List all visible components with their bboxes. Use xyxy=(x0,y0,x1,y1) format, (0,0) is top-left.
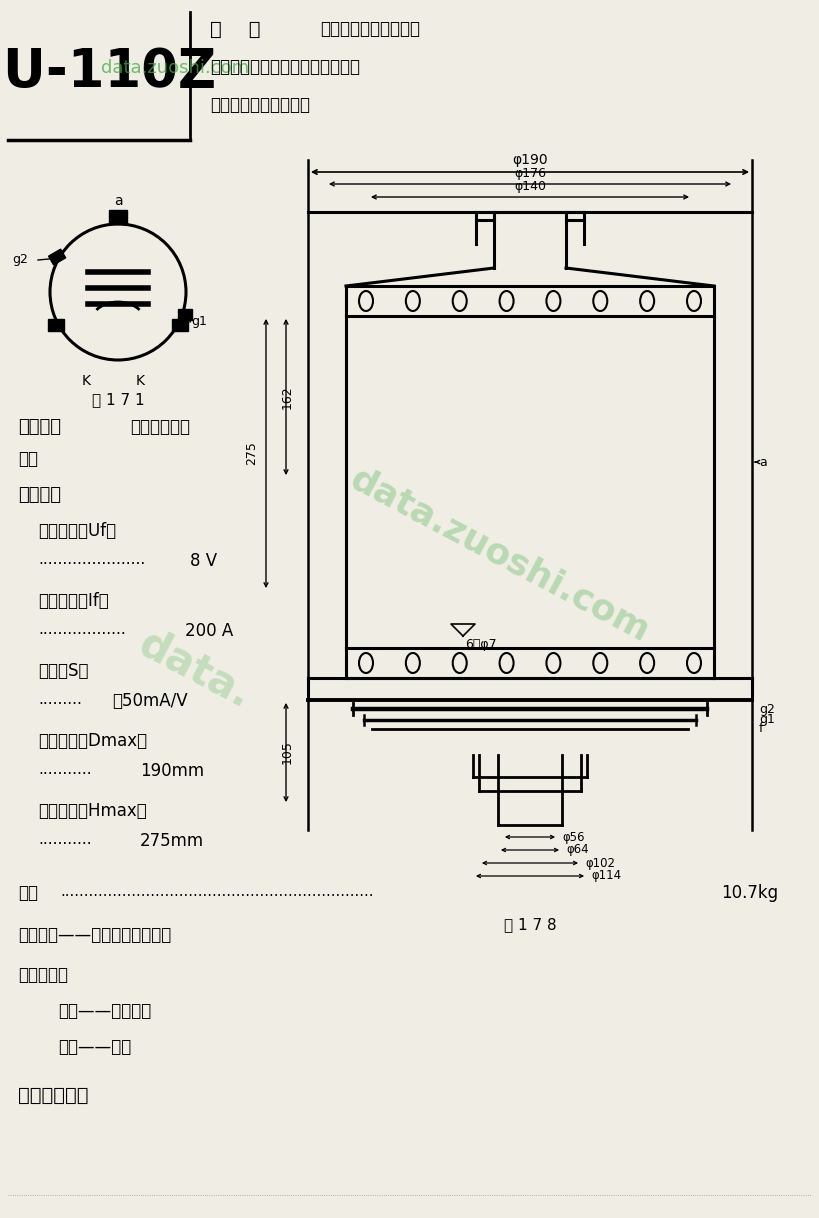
Ellipse shape xyxy=(359,291,373,311)
Bar xyxy=(48,250,66,264)
Text: 单边带发信机: 单边带发信机 xyxy=(130,418,190,436)
Ellipse shape xyxy=(452,291,466,311)
Text: ...........: ........... xyxy=(38,762,92,777)
Text: 基本数据: 基本数据 xyxy=(18,486,61,504)
Text: 190mm: 190mm xyxy=(140,762,204,780)
Text: 安装位置——直立、阳极在下。: 安装位置——直立、阳极在下。 xyxy=(18,926,171,944)
Text: g2: g2 xyxy=(758,703,774,715)
Text: a: a xyxy=(758,456,766,469)
Text: 8 V: 8 V xyxy=(190,552,217,570)
Text: K: K xyxy=(135,374,144,389)
Text: .........: ......... xyxy=(38,692,82,706)
Text: φ56: φ56 xyxy=(561,831,584,844)
Text: 主要用途: 主要用途 xyxy=(18,418,61,436)
Text: 162: 162 xyxy=(281,385,294,409)
Ellipse shape xyxy=(545,653,559,674)
Text: 芜柱——风冷: 芜柱——风冷 xyxy=(58,1038,131,1056)
Text: K: K xyxy=(81,374,90,389)
Ellipse shape xyxy=(640,291,654,311)
Text: 极限运用数据: 极限运用数据 xyxy=(18,1086,88,1105)
Ellipse shape xyxy=(686,653,700,674)
Ellipse shape xyxy=(452,653,466,674)
Text: 图 1 7 8: 图 1 7 8 xyxy=(503,917,555,932)
Text: 275mm: 275mm xyxy=(140,832,204,850)
Text: 灯丝电压（Uf）: 灯丝电压（Uf） xyxy=(38,523,116,540)
Bar xyxy=(178,309,192,320)
Ellipse shape xyxy=(545,291,559,311)
Text: 类    型: 类 型 xyxy=(210,19,260,39)
Text: ...........: ........... xyxy=(38,832,92,847)
Text: data.zuoshi.com: data.zuoshi.com xyxy=(101,58,249,77)
Text: φ102: φ102 xyxy=(584,856,614,870)
Text: 200 A: 200 A xyxy=(185,622,233,639)
Text: a: a xyxy=(114,194,122,208)
Ellipse shape xyxy=(593,291,607,311)
Ellipse shape xyxy=(686,291,700,311)
Text: 跷导（S）: 跷导（S） xyxy=(38,663,88,680)
Text: φ176: φ176 xyxy=(514,167,545,180)
Text: data.: data. xyxy=(131,622,258,717)
Text: 10.7kg: 10.7kg xyxy=(720,884,777,903)
Text: 直热式碳化馒鹨网状阴: 直热式碳化馒鹨网状阴 xyxy=(319,19,419,38)
Ellipse shape xyxy=(405,653,419,674)
Text: 阳极金属陶瓷四极管。: 阳极金属陶瓷四极管。 xyxy=(210,96,310,114)
Ellipse shape xyxy=(593,653,607,674)
Text: φ64: φ64 xyxy=(565,844,588,856)
Text: ..................................................................: ........................................… xyxy=(60,884,373,899)
Text: g2: g2 xyxy=(12,253,28,267)
Text: FU-110Z: FU-110Z xyxy=(0,46,216,97)
Bar xyxy=(172,319,188,331)
Text: data.zuoshi.com: data.zuoshi.com xyxy=(344,462,654,648)
Ellipse shape xyxy=(499,653,513,674)
Text: g1: g1 xyxy=(191,315,206,329)
Text: f: f xyxy=(758,722,762,736)
Text: 275: 275 xyxy=(245,442,258,465)
Ellipse shape xyxy=(640,653,654,674)
Bar xyxy=(48,319,64,331)
Text: ......................: ...................... xyxy=(38,552,145,568)
Text: 冷却方式：: 冷却方式： xyxy=(18,966,68,984)
Text: 最大高度（Hmax）: 最大高度（Hmax） xyxy=(38,801,147,820)
Text: 重量: 重量 xyxy=(18,884,38,903)
Text: 等。: 等。 xyxy=(18,449,38,468)
Text: 最大直径（Dmax）: 最大直径（Dmax） xyxy=(38,732,147,750)
Text: φ114: φ114 xyxy=(590,870,620,883)
Text: g1: g1 xyxy=(758,714,774,726)
Text: φ190: φ190 xyxy=(512,153,547,167)
Text: 灯丝电流（If）: 灯丝电流（If） xyxy=(38,592,109,610)
Bar xyxy=(109,209,127,224)
Text: 图 1 7 1: 图 1 7 1 xyxy=(92,392,144,407)
Text: 6孔φ7: 6孔φ7 xyxy=(464,638,496,650)
Text: φ140: φ140 xyxy=(514,180,545,192)
Ellipse shape xyxy=(359,653,373,674)
Text: ..................: .................. xyxy=(38,622,125,637)
Text: 极、光刻第一杺第二杺、蒸发冷却: 极、光刻第一杺第二杺、蒸发冷却 xyxy=(210,58,360,76)
Text: 105: 105 xyxy=(281,741,294,765)
Text: 约50mA/V: 约50mA/V xyxy=(112,692,188,710)
Ellipse shape xyxy=(499,291,513,311)
Ellipse shape xyxy=(405,291,419,311)
Text: 阳极——蒸发冷却: 阳极——蒸发冷却 xyxy=(58,1002,151,1019)
